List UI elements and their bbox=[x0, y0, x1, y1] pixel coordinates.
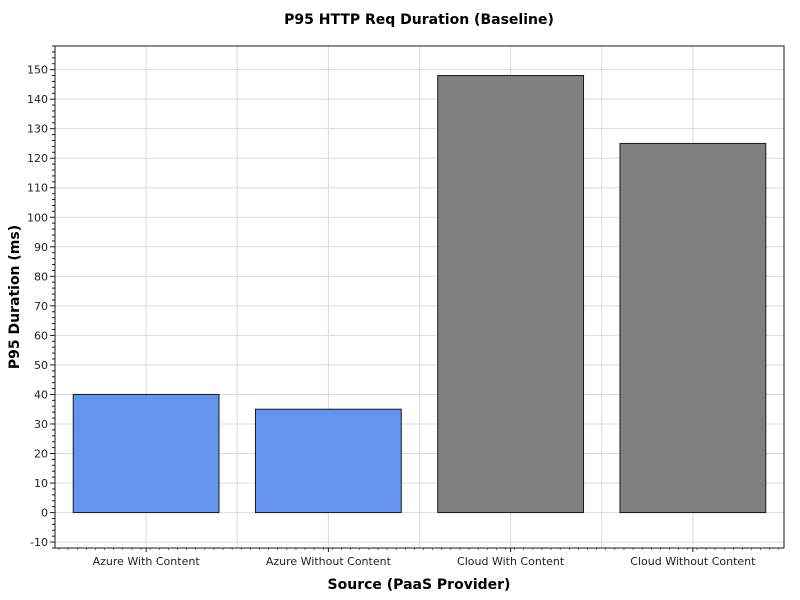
y-tick-label: 140 bbox=[27, 93, 48, 106]
bar-azure-with-content bbox=[72, 393, 220, 514]
y-tick-label: 80 bbox=[34, 270, 48, 283]
bars bbox=[72, 75, 767, 514]
y-tick-label: 20 bbox=[34, 448, 48, 461]
bar-azure-without-content bbox=[254, 408, 402, 514]
y-tick-label: 0 bbox=[41, 507, 48, 520]
y-tick-label: -10 bbox=[30, 536, 48, 549]
plot-frame bbox=[54, 45, 785, 549]
y-tick-label: 40 bbox=[34, 388, 48, 401]
y-tick-label: 120 bbox=[27, 152, 48, 165]
y-tick-label: 30 bbox=[34, 418, 48, 431]
y-axis-ticks: -10 0 10 20 30 40 50 60 70 80 90 100 110 120 130 140 150 bbox=[27, 45, 55, 549]
chart-title: P95 HTTP Req Duration (Baseline) bbox=[284, 12, 554, 28]
x-tick-label: Cloud Without Content bbox=[630, 555, 756, 568]
x-tick-label: Azure Without Content bbox=[266, 555, 392, 568]
bar-cloud-without-content bbox=[619, 142, 767, 514]
y-axis-label: P95 Duration (ms) bbox=[7, 225, 23, 369]
x-axis-tick-labels: Azure With Content Azure Without Content C… bbox=[58, 548, 780, 568]
x-tick-label: Cloud With Content bbox=[457, 555, 565, 568]
y-tick-label: 60 bbox=[34, 329, 48, 342]
x-tick-label: Azure With Content bbox=[93, 555, 201, 568]
y-tick-label: 70 bbox=[34, 300, 48, 313]
y-tick-label: 150 bbox=[27, 64, 48, 77]
y-tick-label: 10 bbox=[34, 477, 48, 490]
y-tick-label: 110 bbox=[27, 182, 48, 195]
y-tick-label: 100 bbox=[27, 211, 48, 224]
bar-cloud-with-content bbox=[437, 75, 585, 514]
y-tick-label: 130 bbox=[27, 123, 48, 136]
x-axis-label: Source (PaaS Provider) bbox=[328, 577, 511, 593]
y-tick-label: 50 bbox=[34, 359, 48, 372]
y-tick-label: 90 bbox=[34, 241, 48, 254]
